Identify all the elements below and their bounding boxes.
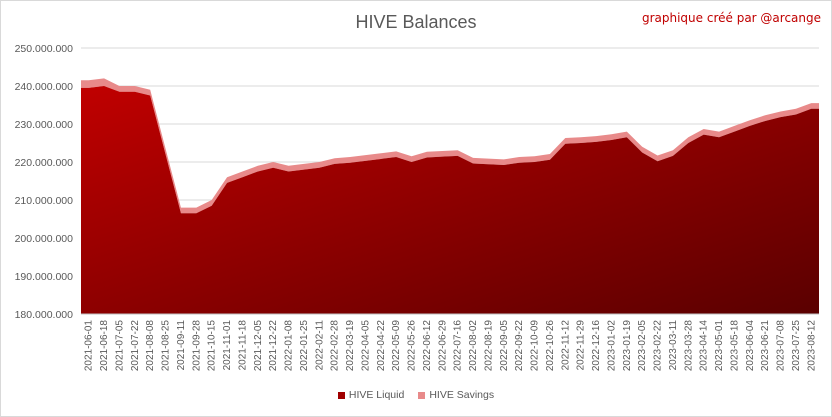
x-tick-label: 2022-06-12 (422, 320, 433, 372)
x-tick-label: 2022-04-05 (360, 320, 371, 372)
x-tick-label: 2021-06-18 (99, 320, 110, 372)
x-tick-label: 2021-07-05 (114, 320, 125, 372)
x-tick-label: 2022-09-05 (499, 320, 510, 372)
x-tick-label: 2021-09-28 (191, 320, 202, 372)
x-tick-label: 2021-11-18 (237, 320, 248, 371)
x-tick-label: 2021-10-15 (207, 320, 218, 372)
legend-swatch-savings (418, 391, 426, 399)
x-tick-label: 2023-07-25 (791, 320, 802, 372)
y-tick-label: 220.000.000 (15, 157, 74, 169)
x-tick-label: 2022-04-22 (376, 320, 387, 372)
x-tick-label: 2021-08-08 (145, 320, 156, 372)
x-tick-label: 2023-03-28 (683, 320, 694, 372)
x-tick-label: 2022-11-29 (576, 320, 587, 371)
credit-annotation: graphique créé par @arcange (641, 11, 821, 25)
legend-swatch-liquid (337, 391, 345, 399)
series-area-hive-liquid (81, 86, 819, 314)
legend-item-liquid: HIVE Liquid (337, 389, 405, 401)
x-tick-label: 2023-02-05 (637, 320, 648, 372)
x-tick-label: 2022-11-12 (560, 320, 571, 371)
x-tick-label: 2022-08-19 (483, 320, 494, 372)
x-tick-label: 2021-08-25 (161, 320, 172, 372)
x-tick-label: 2023-03-11 (668, 320, 679, 371)
x-tick-label: 2022-10-26 (545, 320, 556, 372)
x-tick-label: 2021-09-11 (176, 320, 187, 371)
x-tick-label: 2022-09-22 (514, 320, 525, 372)
x-tick-label: 2022-06-29 (437, 320, 448, 372)
x-tick-label: 2023-01-19 (622, 320, 633, 372)
x-tick-label: 2022-12-16 (591, 320, 602, 372)
x-tick-label: 2022-01-25 (299, 320, 310, 372)
x-tick-label: 2021-11-01 (222, 320, 233, 371)
legend-label-savings: HIVE Savings (429, 389, 495, 401)
x-tick-label: 2021-12-05 (253, 320, 264, 372)
y-tick-label: 240.000.000 (15, 81, 74, 93)
x-tick-label: 2022-07-16 (453, 320, 464, 372)
x-tick-label: 2022-05-09 (391, 320, 402, 372)
x-tick-label: 2023-01-02 (606, 320, 617, 372)
x-tick-label: 2022-02-11 (314, 320, 325, 371)
x-tick-label: 2022-02-28 (330, 320, 341, 372)
x-tick-label: 2023-07-08 (776, 320, 787, 372)
x-tick-label: 2023-06-21 (760, 320, 771, 372)
x-tick-label: 2022-10-09 (530, 320, 541, 372)
x-tick-label: 2023-05-18 (729, 320, 740, 372)
plot-area: 180.000.000 190.000.000 200.000.000 210.000… (15, 43, 819, 372)
x-tick-label: 2022-03-19 (345, 320, 356, 372)
y-tick-label: 230.000.000 (15, 119, 74, 131)
x-tick-label: 2023-02-22 (653, 320, 664, 372)
y-tick-label: 180.000.000 (15, 309, 74, 321)
x-tick-label: 2022-01-08 (284, 320, 295, 372)
x-tick-label: 2022-08-02 (468, 320, 479, 372)
x-tick-label: 2023-04-14 (699, 320, 710, 372)
chart-title: HIVE Balances (355, 12, 477, 32)
legend: HIVE Liquid HIVE Savings (1, 389, 831, 401)
y-tick-label: 250.000.000 (15, 43, 74, 55)
x-tick-label: 2023-05-01 (714, 320, 725, 372)
x-tick-label: 2021-12-22 (268, 320, 279, 372)
x-tick-label: 2021-07-22 (130, 320, 141, 372)
y-tick-label: 190.000.000 (15, 271, 74, 283)
x-tick-label: 2023-08-12 (806, 320, 817, 372)
x-tick-label: 2021-06-01 (84, 320, 95, 372)
x-tick-label: 2023-06-04 (745, 320, 756, 372)
legend-label-liquid: HIVE Liquid (348, 389, 405, 401)
y-tick-label: 210.000.000 (15, 195, 74, 207)
legend-item-savings: HIVE Savings (418, 389, 494, 401)
x-tick-label: 2022-05-26 (407, 320, 418, 372)
y-tick-label: 200.000.000 (15, 233, 74, 245)
